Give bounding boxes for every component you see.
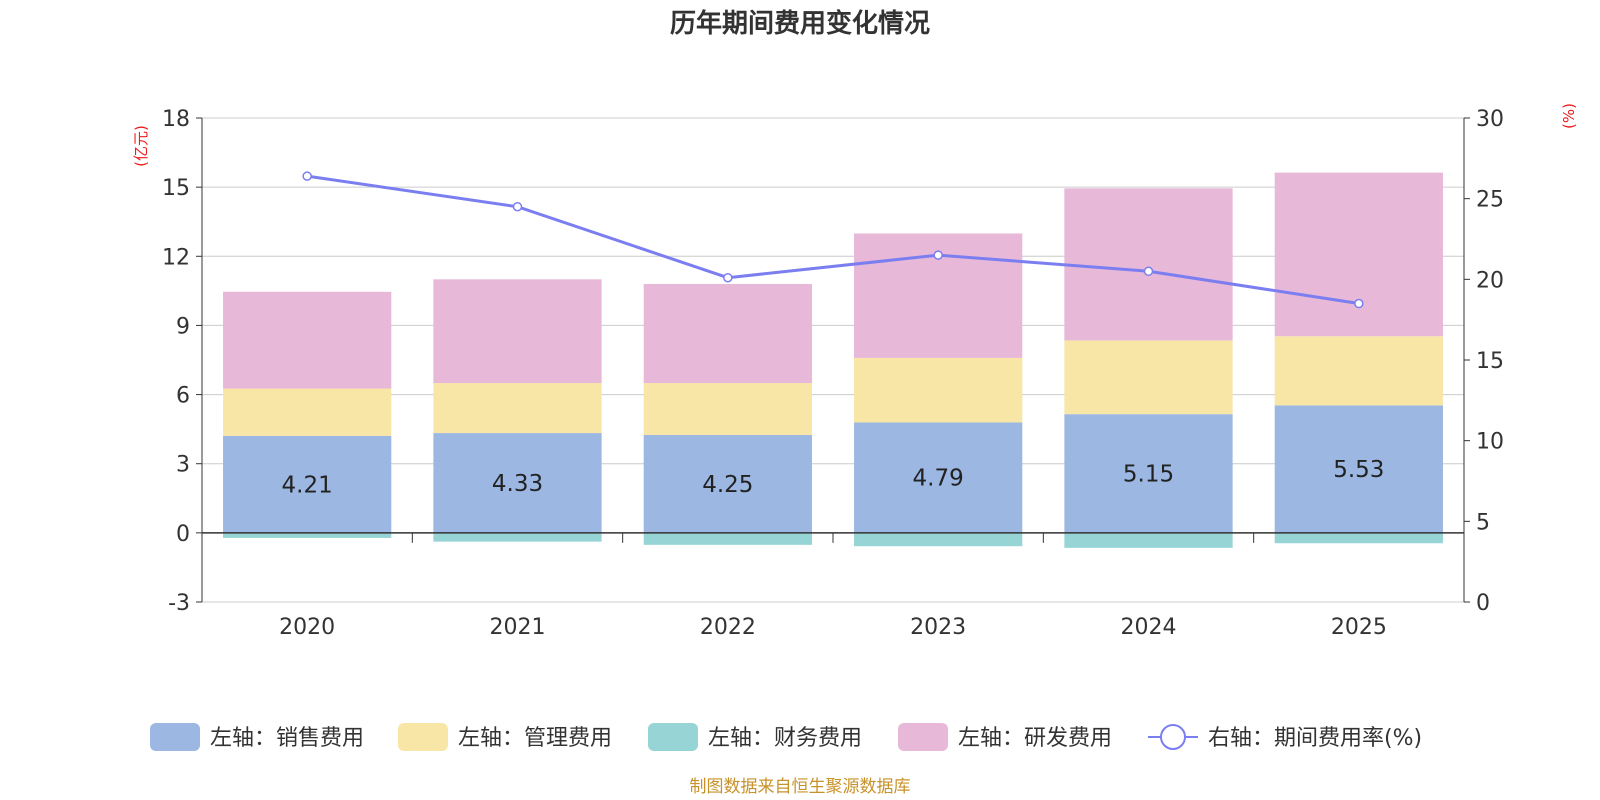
legend-label: 左轴：财务费用 xyxy=(708,726,862,751)
left-axis-tick-label: 12 xyxy=(162,245,190,270)
left-axis-tick-label: 0 xyxy=(176,522,190,547)
bar-segment xyxy=(223,435,392,533)
legend-swatch xyxy=(150,723,200,751)
x-axis-tick-label: 2021 xyxy=(490,615,546,640)
bar-segment xyxy=(1274,172,1443,337)
right-axis-tick-label: 0 xyxy=(1476,591,1490,616)
left-axis-tick-label: 6 xyxy=(176,384,190,409)
source-note: 制图数据来自恒生聚源数据库 xyxy=(690,777,911,797)
x-axis-tick-label: 2020 xyxy=(279,615,335,640)
bar-segment xyxy=(854,357,1023,423)
right-axis-tick-label: 15 xyxy=(1476,349,1504,374)
x-axis-tick-label: 2023 xyxy=(910,615,966,640)
line-point xyxy=(1354,298,1364,309)
bar-segment xyxy=(433,383,602,434)
left-axis-tick-label: 9 xyxy=(176,314,190,339)
left-axis-tick-label: 15 xyxy=(162,176,190,201)
right-axis-tick-label: 25 xyxy=(1476,188,1504,213)
bar-segment xyxy=(854,532,1023,547)
bar-value-label: 4.79 xyxy=(913,466,964,492)
legend-marker-icon xyxy=(1160,724,1186,750)
x-axis-tick-label: 2025 xyxy=(1331,615,1387,640)
line-point xyxy=(1143,266,1154,277)
left-axis-tick-label: 18 xyxy=(162,107,190,132)
bar-segment xyxy=(643,283,812,384)
legend-swatch xyxy=(398,723,448,751)
right-axis-tick-label: 10 xyxy=(1476,430,1504,455)
bar-segment xyxy=(223,532,392,538)
bar-segment xyxy=(643,434,812,533)
bar-segment xyxy=(223,291,392,389)
bar-segment xyxy=(854,422,1023,533)
bar-segment xyxy=(643,383,812,435)
right-axis-tick-label: 20 xyxy=(1476,268,1504,293)
bar-segment xyxy=(1274,405,1443,533)
bar-segment xyxy=(1064,414,1233,533)
left-axis-tick-label: -3 xyxy=(168,591,190,616)
legend-label: 右轴：期间费用率(%) xyxy=(1208,726,1422,751)
bar-segment xyxy=(1064,340,1233,415)
line-point xyxy=(512,201,523,212)
line-point xyxy=(723,272,733,283)
bar-value-label: 4.25 xyxy=(702,472,753,498)
line-series xyxy=(302,171,1364,309)
right-axis-tick-label: 5 xyxy=(1476,510,1490,535)
left-axis-tick-label: 3 xyxy=(176,453,190,478)
bar-segment xyxy=(643,532,812,545)
bar-segment xyxy=(433,532,602,542)
legend-label: 左轴：管理费用 xyxy=(458,726,612,751)
line-point xyxy=(302,171,312,181)
legend-label: 左轴：研发费用 xyxy=(958,726,1112,751)
right-axis-unit-label: (%) xyxy=(1560,103,1578,129)
bar-segment xyxy=(223,388,392,436)
legend: 左轴：销售费用 左轴：管理费用 左轴：财务费用 左轴：研发费用 右轴：期间费用率(%) xyxy=(150,723,1422,751)
line-path xyxy=(306,174,1360,306)
legend-label: 左轴：销售费用 xyxy=(210,726,364,751)
x-axis-tick-label: 2022 xyxy=(700,615,756,640)
right-axis-tick-label: 30 xyxy=(1476,107,1504,132)
bar-value-labels: 4.21 4.33 4.25 4.79 5.15 5.53 xyxy=(282,457,1385,498)
bar-value-label: 5.15 xyxy=(1123,462,1174,488)
x-axis-tick-label: 2024 xyxy=(1121,615,1177,640)
bar-segment xyxy=(433,433,602,533)
bar-series xyxy=(223,172,1443,548)
bar-segment xyxy=(1274,336,1443,406)
left-axis-unit-label: (亿元) xyxy=(132,125,150,167)
bar-value-label: 4.21 xyxy=(282,472,333,498)
bar-value-label: 4.33 xyxy=(492,471,543,497)
gridlines xyxy=(202,117,1464,603)
bar-segment xyxy=(1064,532,1233,548)
bar-value-label: 5.53 xyxy=(1333,457,1384,483)
legend-swatch xyxy=(898,723,948,751)
bar-segment xyxy=(1274,532,1443,544)
legend-swatch xyxy=(648,723,698,751)
bar-segment xyxy=(1064,188,1233,341)
line-point xyxy=(933,250,943,260)
chart-title: 历年期间费用变化情况 xyxy=(670,8,930,39)
bar-segment xyxy=(433,279,602,384)
